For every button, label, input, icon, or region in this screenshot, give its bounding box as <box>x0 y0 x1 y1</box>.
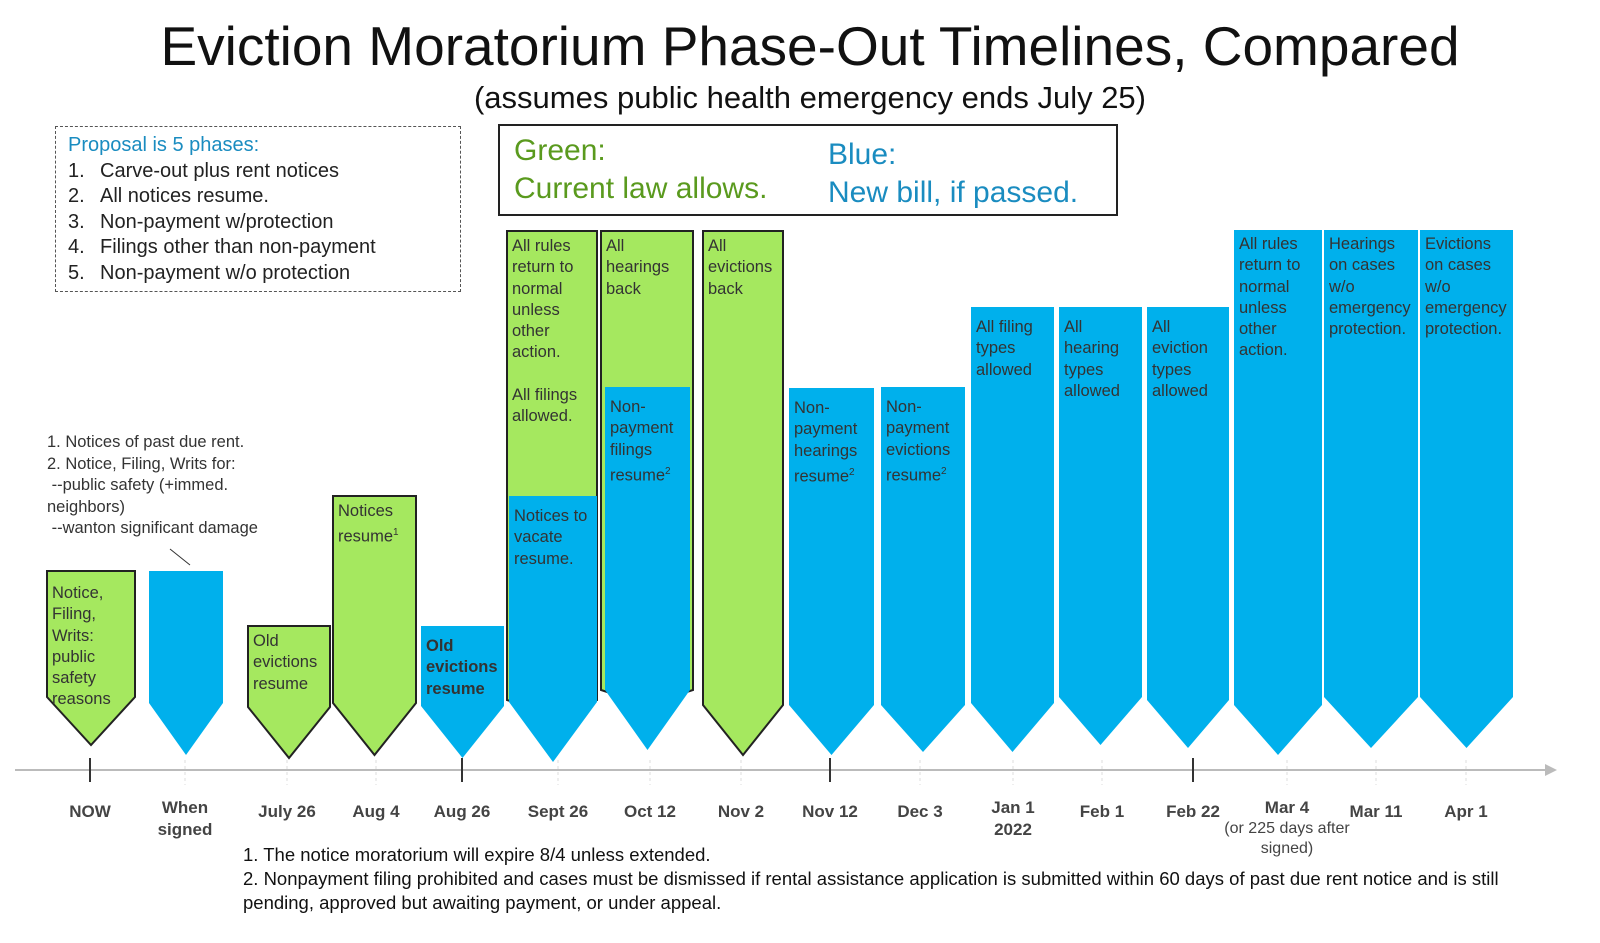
date-label: Feb 1 <box>1079 802 1125 821</box>
page-title: Eviction Moratorium Phase-Out Timelines,… <box>160 15 1460 77</box>
blue-arrow <box>149 571 223 755</box>
legend-blue-title: Blue: <box>828 138 897 171</box>
blue-arrow <box>421 626 504 758</box>
green-arrow-text: All rules return to normal unless other … <box>512 237 578 426</box>
green-arrow <box>46 570 136 747</box>
proposal-item: 5. Non-payment w/o protection <box>68 261 351 284</box>
subtitle: (assumes public health emergency ends Ju… <box>473 80 1146 115</box>
green-arrow-text: Old evictions resume <box>253 632 322 693</box>
green-arrow <box>332 495 417 757</box>
green-arrow-text: All evictions back <box>708 237 777 298</box>
blue-arrow <box>881 387 965 752</box>
green-arrow-text: All hearings back <box>606 237 674 298</box>
green-arrow-text: Notice, Filing, Writs: public safety rea… <box>52 584 111 709</box>
blue-arrow-text: All hearing types allowed <box>1064 318 1124 400</box>
callout-line: neighbors) <box>47 497 125 516</box>
axis-arrowhead <box>1545 764 1557 776</box>
footnote-1: 1. The notice moratorium will expire 8/4… <box>243 844 711 865</box>
proposal-box: Proposal is 5 phases: 1. Carve-out plus r… <box>55 126 461 292</box>
date-label: NOW <box>69 802 111 821</box>
proposal-item: 2. All notices resume. <box>68 185 269 207</box>
proposal-item: 4. Filings other than non-payment <box>68 236 376 258</box>
legend-green-text: Current law allows. <box>514 172 768 205</box>
date-label: Mar 11 <box>1349 802 1403 821</box>
date-label: Mar 4 (or 225 days after signed) <box>1224 798 1350 857</box>
blue-arrow-text: Non-payment filings resume2 <box>610 398 678 485</box>
green-arrow-text: Notices resume1 <box>338 502 399 546</box>
blue-arrow <box>789 388 874 755</box>
date-label: Apr 1 <box>1444 802 1488 821</box>
legend-blue: Blue: New bill, if passed. <box>828 136 1078 212</box>
date-label: Oct 12 <box>624 802 676 821</box>
date-label: Jan 1 2022 <box>991 798 1035 839</box>
legend-box: Green: Current law allows. Blue: New bil… <box>498 124 1118 216</box>
blue-arrow <box>971 307 1054 752</box>
blue-arrow-text: Non-payment evictions resume2 <box>886 398 955 485</box>
date-label: Dec 3 <box>897 802 943 821</box>
blue-arrow <box>1147 307 1229 748</box>
blue-arrow-text: All rules return to normal unless other … <box>1239 235 1306 360</box>
footnotes: 1. The notice moratorium will expire 8/4… <box>243 843 1543 915</box>
blue-arrow-text: All eviction types allowed <box>1152 318 1213 400</box>
proposal-item: 3. Non-payment w/protection <box>68 210 334 233</box>
blue-arrow <box>1059 307 1142 745</box>
date-label: Feb 22 <box>1166 802 1220 821</box>
date-label: July 26 <box>258 802 316 821</box>
date-label: Nov 12 <box>802 802 858 821</box>
date-label: Aug 26 <box>433 802 491 821</box>
proposal-item: 1. Carve-out plus rent notices <box>68 159 340 182</box>
callout-line: --public safety (+immed. <box>47 476 229 494</box>
blue-arrow-text: Hearings on cases w/o emergency protecti… <box>1329 235 1416 339</box>
blue-arrow-text: All filing types allowed <box>976 318 1038 379</box>
blue-arrow-text: Non-payment hearings resume2 <box>794 399 862 486</box>
callout-line: --wanton significant damage <box>47 519 258 537</box>
blue-arrow <box>1324 230 1418 748</box>
date-label: Aug 4 <box>352 802 400 821</box>
green-arrow <box>702 230 784 757</box>
blue-arrow <box>1234 230 1322 755</box>
blue-arrow-text: Notices to vacate resume. <box>514 507 592 568</box>
date-label: When signed <box>157 798 213 839</box>
legend-blue-text: New bill, if passed. <box>828 176 1079 209</box>
green-arrow <box>247 625 331 760</box>
date-label: Nov 2 <box>717 802 765 821</box>
blue-arrow-text: Old evictions resume <box>426 637 503 698</box>
blue-arrow <box>1420 230 1513 748</box>
callout-leader <box>169 548 191 566</box>
callout-note: 1. Notices of past due rent. 2. Notice, F… <box>47 432 258 540</box>
callout-line: 1. Notices of past due rent. <box>47 433 245 451</box>
date-label: Sept 26 <box>527 802 589 821</box>
footnote-2: 2. Nonpayment filing prohibited and case… <box>243 868 1499 913</box>
blue-arrow <box>509 496 597 762</box>
proposal-heading: Proposal is 5 phases: <box>68 134 260 156</box>
blue-arrow-text: Evictions on cases w/o emergency protect… <box>1425 235 1512 339</box>
callout-line: 2. Notice, Filing, Writs for: <box>47 454 236 473</box>
blue-arrow <box>605 387 690 750</box>
legend-green-title: Green: <box>514 134 606 167</box>
legend-green: Green: Current law allows. <box>514 132 767 208</box>
